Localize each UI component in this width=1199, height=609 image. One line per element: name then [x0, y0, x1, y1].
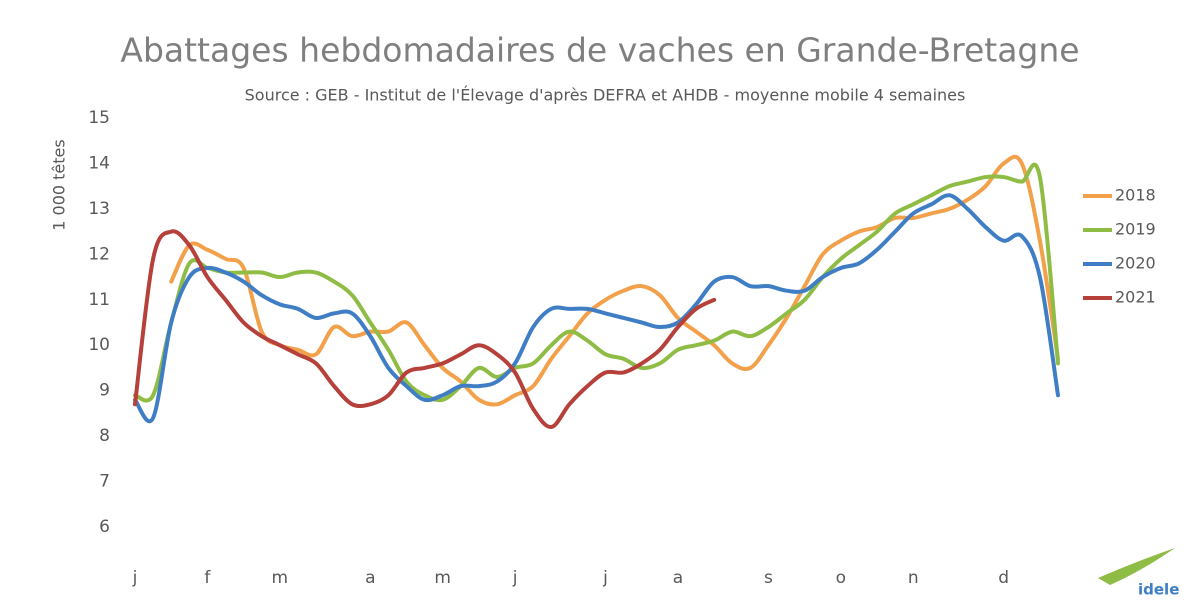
x-tick-label: f [204, 568, 211, 588]
y-tick-label: 15 [88, 108, 110, 128]
series-line [133, 162, 1060, 403]
series-line [169, 154, 1060, 407]
series-line [133, 229, 717, 430]
x-tick-label: n [908, 568, 919, 588]
legend-label: 2019 [1115, 220, 1156, 239]
y-tick-label: 11 [88, 290, 110, 310]
chart-subtitle: Source : GEB - Institut de l'Élevage d'a… [245, 86, 966, 105]
logo-swoosh [1098, 548, 1175, 585]
x-tick-label: s [764, 568, 773, 588]
x-tick-label: j [602, 568, 608, 588]
x-tick-label: m [272, 568, 289, 588]
y-tick-label: 14 [88, 153, 110, 173]
x-tick-label: a [365, 568, 375, 588]
legend-label: 2018 [1115, 186, 1156, 205]
legend-label: 2020 [1115, 254, 1156, 273]
legend-label: 2021 [1115, 288, 1156, 307]
y-tick-label: 12 [88, 244, 110, 264]
y-tick-label: 10 [88, 335, 110, 355]
y-tick-label: 8 [99, 426, 110, 446]
y-tick-label: 9 [99, 381, 110, 401]
x-tick-label: j [132, 568, 138, 588]
x-tick-label: j [512, 568, 518, 588]
y-axis-label: 1 000 têtes [50, 139, 69, 230]
chart-title: Abattages hebdomadaires de vaches en Gra… [120, 31, 1079, 70]
series-line [133, 193, 1060, 423]
x-tick-label: a [673, 568, 683, 588]
logo-text: idele [1138, 581, 1179, 599]
x-tick-label: o [836, 568, 846, 588]
y-tick-label: 7 [99, 472, 110, 492]
y-tick-label: 13 [88, 199, 110, 219]
x-tick-label: d [998, 568, 1009, 588]
y-tick-label: 6 [99, 517, 110, 537]
x-tick-label: m [434, 568, 451, 588]
